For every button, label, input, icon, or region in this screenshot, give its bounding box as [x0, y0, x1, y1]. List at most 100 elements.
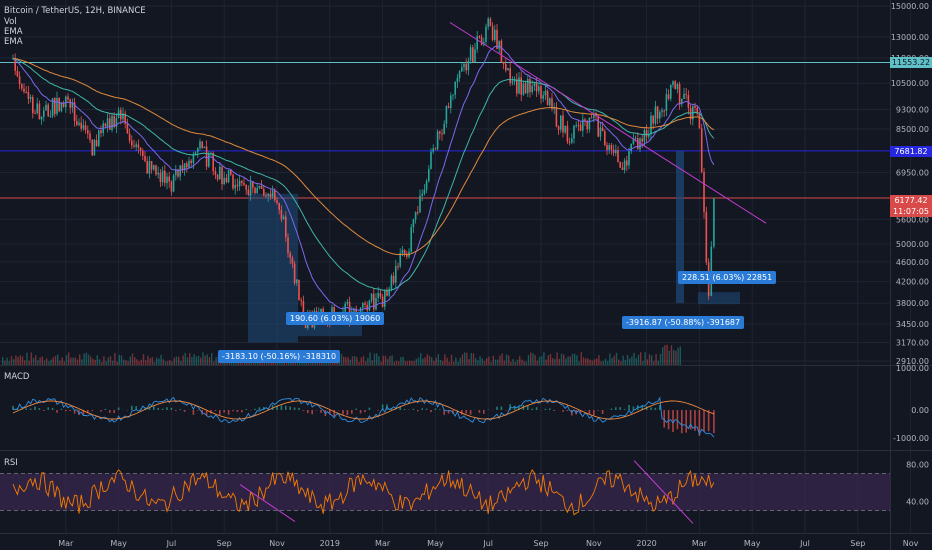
candle-body	[188, 160, 190, 168]
volume-bar	[607, 361, 609, 365]
rsi-pane-label[interactable]: RSI	[4, 458, 18, 468]
volume-bar	[613, 355, 615, 365]
measure-label-drop-1[interactable]: -3183.10 (-50.16%) -318310	[218, 350, 341, 363]
macd-histogram-bar	[241, 410, 243, 413]
time-axis-label: Jul	[482, 539, 493, 548]
candle-body	[236, 184, 239, 187]
candle-body	[685, 93, 687, 96]
volume-bar	[666, 344, 668, 365]
candle-body	[575, 124, 577, 126]
candle-body	[659, 112, 661, 119]
candle-body	[441, 133, 443, 135]
macd-histogram-bar	[25, 408, 27, 410]
macd-histogram-bar	[293, 407, 296, 410]
volume-bar	[197, 355, 200, 365]
volume-bar	[340, 353, 343, 365]
candle-body	[432, 148, 434, 152]
macd-histogram-bar	[469, 410, 472, 415]
volume-bar	[52, 357, 54, 365]
volume-bar	[74, 357, 76, 365]
indicator-ema1-label[interactable]: EMA	[4, 27, 23, 37]
measure-label-gain-1[interactable]: 190.60 (6.03%) 19060	[286, 312, 385, 325]
candle-body	[516, 79, 518, 94]
indicator-ema2-label[interactable]: EMA	[4, 37, 23, 47]
candle-body	[43, 110, 45, 117]
candle-body	[144, 155, 146, 162]
macd-histogram-bar	[544, 408, 547, 410]
measure-label-gain-2[interactable]: 228.51 (6.03%) 22851	[678, 271, 777, 284]
volume-bar	[140, 359, 142, 365]
volume-bar	[373, 353, 376, 365]
candle-body	[98, 130, 100, 146]
volume-bar	[321, 361, 323, 365]
candle-body	[285, 216, 287, 238]
candle-body	[137, 144, 140, 148]
volume-bar	[490, 361, 492, 365]
volume-bar	[114, 353, 116, 365]
candle-body	[278, 203, 280, 210]
candle-body	[146, 161, 148, 174]
time-axis-label: Nov	[586, 539, 602, 548]
symbol-title[interactable]: Bitcoin / TetherUS, 12H, BINANCE	[4, 6, 146, 16]
candle-body	[362, 303, 364, 308]
candle-body	[652, 115, 654, 124]
volume-bar	[472, 353, 475, 365]
candle-body	[667, 94, 670, 99]
candle-body	[579, 125, 582, 131]
candle-body	[192, 153, 195, 163]
macd-histogram-bar	[135, 406, 137, 410]
macd-histogram-bar	[703, 410, 705, 432]
volume-bar	[633, 352, 635, 365]
macd-histogram-bar	[377, 410, 379, 411]
candle-body	[364, 303, 366, 305]
volume-bar	[679, 346, 681, 365]
volume-bar	[32, 357, 35, 365]
macd-histogram-bar	[430, 410, 432, 413]
volume-bar	[431, 357, 433, 365]
candle-body	[60, 102, 63, 112]
candle-body	[593, 113, 595, 118]
volume-bar	[376, 353, 378, 365]
macd-histogram-bar	[443, 410, 445, 415]
candle-body	[498, 40, 500, 49]
macd-pane-label[interactable]: MACD	[4, 372, 30, 382]
candle-body	[637, 138, 639, 150]
current-price-tag: 6177.42	[890, 195, 932, 206]
candle-body	[573, 125, 575, 139]
candle-body	[524, 83, 527, 94]
candle-body	[373, 293, 375, 310]
macd-histogram-bar	[179, 409, 181, 410]
volume-bar	[202, 352, 204, 365]
macd-histogram-bar	[192, 410, 195, 415]
candle-body	[289, 253, 291, 258]
candle-body	[38, 103, 41, 120]
macd-histogram-bar	[307, 410, 309, 414]
price-axis-label: 3800.00	[896, 299, 929, 308]
volume-bar	[112, 360, 114, 365]
volume-bar	[413, 360, 415, 365]
volume-bar	[83, 353, 85, 365]
volume-bar	[358, 361, 360, 365]
measure-label-drop-2[interactable]: -3916.87 (-50.88%) -391687	[622, 316, 745, 329]
candle-body	[683, 93, 685, 100]
volume-bar	[156, 357, 158, 365]
volume-bar	[76, 359, 79, 365]
volume-bar	[400, 357, 402, 365]
volume-bar	[142, 354, 145, 365]
volume-bar	[464, 352, 466, 365]
macd-histogram-bar	[232, 410, 234, 412]
volume-bar	[6, 357, 8, 365]
macd-histogram-bar	[425, 408, 428, 410]
candle-body	[700, 128, 703, 172]
volume-bar	[136, 359, 138, 365]
volume-bar	[609, 353, 611, 365]
candle-body	[124, 113, 126, 124]
indicator-vol-label[interactable]: Vol	[4, 17, 17, 27]
candle-body	[252, 181, 254, 188]
macd-histogram-bar	[69, 410, 71, 411]
volume-bar	[457, 361, 459, 365]
candle-body	[166, 176, 168, 184]
macd-histogram-bar	[205, 410, 208, 416]
